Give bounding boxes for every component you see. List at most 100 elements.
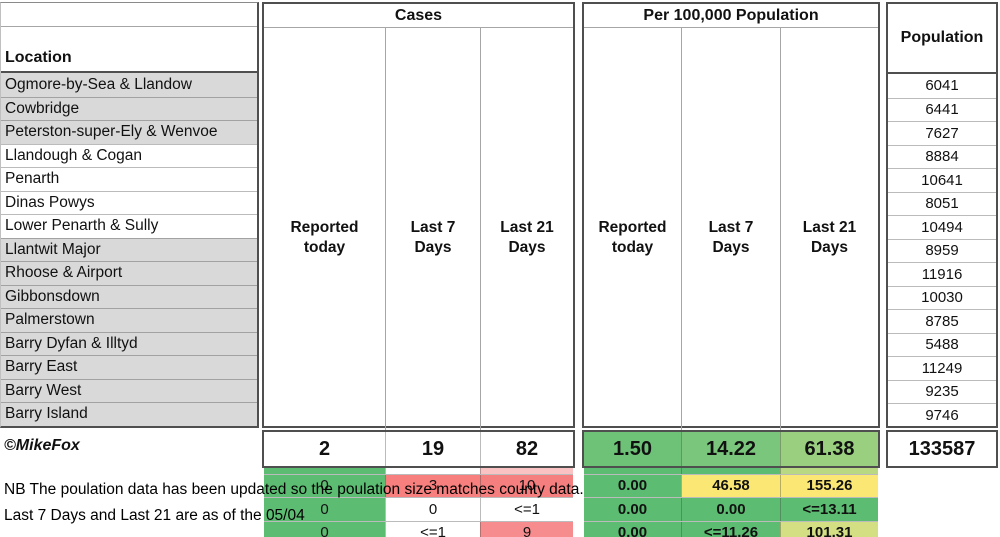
population-cell: 9746 xyxy=(888,403,996,427)
per100k-column-header-line2: Days xyxy=(810,239,849,256)
per100k-value-cell: <=11.26 xyxy=(681,521,780,537)
location-cell: Lower Penarth & Sully xyxy=(1,214,257,238)
cases-value-cell: 9 xyxy=(480,521,573,537)
per100k-table-row: 0.00 46.58 155.26 xyxy=(584,473,878,497)
per100k-value-cell: 0.00 xyxy=(584,474,681,497)
cases-section: Cases Reported today Last 7 Days Last 21 Days… xyxy=(262,2,575,537)
location-section: Location Ogmore-by-Sea & Llandow Cowbridg… xyxy=(0,2,259,428)
per100k-table-row: 0.00 <=11.26 101.31 xyxy=(584,520,878,537)
location-cell: Llandough & Cogan xyxy=(1,143,257,167)
location-cell: Cowbridge xyxy=(1,96,257,120)
cases-table-row: 0 <=1 9 xyxy=(264,520,573,537)
location-cell: Ogmore-by-Sea & Llandow xyxy=(1,73,257,97)
cases-value-cell: 0 xyxy=(385,498,480,521)
per100k-section-title: Per 100,000 Population xyxy=(584,4,878,28)
population-cell: 8884 xyxy=(888,144,996,169)
per100k-value-cell: 101.31 xyxy=(780,521,878,537)
location-cell: Dinas Powys xyxy=(1,190,257,214)
cases-column-header-line1: Reported xyxy=(290,219,359,236)
population-rows: 6041 6441 7627 8884 10641 8051 10494 8959 11916 1… xyxy=(888,74,996,427)
cases-totals-row: 2 19 82 xyxy=(262,430,575,468)
footnote-line: Last 7 Days and Last 21 are as of the 05… xyxy=(4,507,305,524)
location-cell: Peterston-super-Ely & Wenvoe xyxy=(1,120,257,144)
per100k-totals-row: 1.50 14.22 61.38 xyxy=(582,430,880,468)
per100k-column-header-line2: Days xyxy=(712,239,750,256)
cases-column-header: Last 7 Days xyxy=(385,28,480,448)
per100k-column-header: Last 7 Days xyxy=(681,28,780,448)
population-cell: 7627 xyxy=(888,121,996,145)
cases-column-header-line2: today xyxy=(303,239,346,256)
location-cell: Penarth xyxy=(1,167,257,191)
per100k-total-cell: 14.22 xyxy=(681,432,780,466)
cases-value-cell: <=1 xyxy=(480,498,573,521)
author-credit: ©MikeFox xyxy=(4,437,80,454)
population-cell: 11249 xyxy=(888,356,996,380)
location-cell: Barry West xyxy=(1,378,257,402)
cases-value-cell: 0 xyxy=(264,521,385,537)
per100k-value-cell: <=13.11 xyxy=(780,498,878,521)
location-cell: Barry Dyfan & Illtyd xyxy=(1,331,257,355)
per100k-table-row: 0.00 0.00 <=13.11 xyxy=(584,497,878,521)
cases-table-row: 0 3 10 xyxy=(264,473,573,497)
population-cell: 10494 xyxy=(888,215,996,239)
population-cell: 5488 xyxy=(888,332,996,357)
per100k-column-header-line1: Last 7 xyxy=(708,219,754,236)
per100k-value-cell: 0.00 xyxy=(681,498,780,521)
cases-column-header: Last 21 Days xyxy=(480,28,573,448)
location-column-header: Location xyxy=(1,27,257,73)
cases-total-cell: 19 xyxy=(385,432,480,466)
location-cell: Barry Island xyxy=(1,402,257,426)
cases-value-cell: <=1 xyxy=(385,521,480,537)
per100k-value-cell: 0.00 xyxy=(584,498,681,521)
footnotes: NB The poulation data has been updated s… xyxy=(4,477,584,529)
per100k-section: Per 100,000 Population Reported today Last… xyxy=(582,2,880,537)
per100k-column-header-line2: today xyxy=(611,239,654,256)
location-rows: Ogmore-by-Sea & Llandow Cowbridge Petersto… xyxy=(1,73,257,426)
location-label: Location xyxy=(5,49,72,66)
location-cell: Rhoose & Airport xyxy=(1,261,257,285)
location-cell: Llantwit Major xyxy=(1,237,257,261)
cases-value-cell: 0 xyxy=(264,498,385,521)
per100k-column-header: Reported today xyxy=(584,28,681,448)
population-cell: 10030 xyxy=(888,285,996,310)
population-total-box: 133587 xyxy=(886,430,998,468)
footnote-line: NB The poulation data has been updated s… xyxy=(4,481,584,498)
location-cell: Barry East xyxy=(1,355,257,379)
cases-value-cell: 10 xyxy=(480,474,573,497)
population-column-header: Population xyxy=(888,4,996,74)
cases-value-cell: 3 xyxy=(385,474,480,497)
cases-subheaders: Reported today Last 7 Days Last 21 Days xyxy=(264,28,573,450)
cases-column-header-line2: Days xyxy=(414,239,452,256)
per100k-column-header: Last 21 Days xyxy=(780,28,878,448)
per100k-subheaders: Reported today Last 7 Days Last 21 Days xyxy=(584,28,878,450)
per100k-column-header-line1: Last 21 xyxy=(802,219,857,236)
population-cell: 8051 xyxy=(888,191,996,216)
per100k-value-cell: 0.00 xyxy=(584,521,681,537)
cases-column-header-line1: Last 21 xyxy=(500,219,554,236)
population-cell: 6441 xyxy=(888,97,996,122)
population-cell: 6041 xyxy=(925,77,959,95)
per100k-value-cell: 155.26 xyxy=(780,474,878,497)
cases-value-cell: 0 xyxy=(264,474,385,497)
per100k-total-cell: 1.50 xyxy=(584,432,681,466)
per100k-column-header-line1: Reported xyxy=(598,219,667,236)
population-cell: 10641 xyxy=(888,168,996,192)
population-cell: 8959 xyxy=(888,238,996,263)
cases-total-cell: 2 xyxy=(318,437,331,460)
per100k-value-cell: 46.58 xyxy=(681,474,780,497)
cases-column-header-line1: Last 7 xyxy=(410,219,456,236)
location-cell: Gibbonsdown xyxy=(1,284,257,308)
cases-column-header: Reported today xyxy=(264,28,385,448)
location-header-spacer xyxy=(1,3,257,27)
per100k-total-cell: 61.38 xyxy=(780,432,878,466)
population-cell: 11916 xyxy=(888,262,996,286)
cases-total-cell: 82 xyxy=(480,432,573,466)
population-section: Population 6041 6441 7627 8884 10641 8051 1049… xyxy=(886,2,998,428)
cases-section-title: Cases xyxy=(264,4,573,28)
location-cell: Palmerstown xyxy=(1,308,257,332)
cases-table-row: 0 0 <=1 xyxy=(264,497,573,521)
population-cell: 9235 xyxy=(888,379,996,404)
cases-column-header-line2: Days xyxy=(508,239,546,256)
population-cell: 8785 xyxy=(888,309,996,333)
